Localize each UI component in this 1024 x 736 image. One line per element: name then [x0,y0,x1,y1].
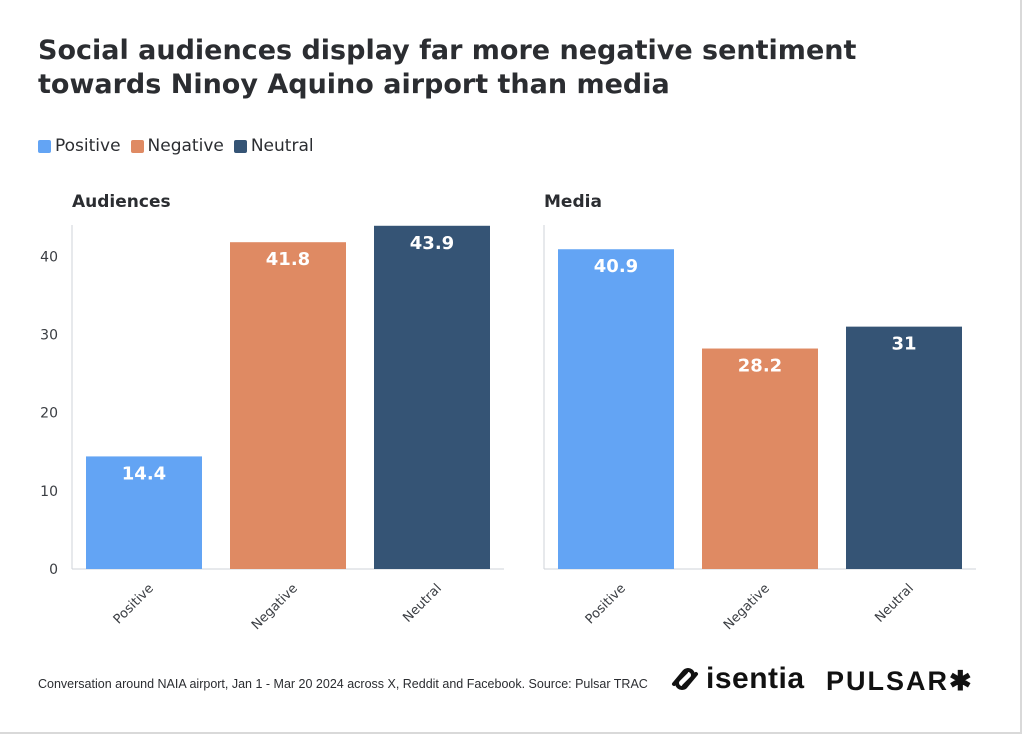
x-tick-label: Negative [721,581,773,633]
legend-item-negative: Negative [130,136,224,156]
isentia-logo-text: isentia [706,662,805,695]
data-label: 43.9 [410,233,454,254]
y-tick-label: 40 [40,249,58,265]
x-tick-label: Positive [583,581,629,627]
pulsar-logo: PULSAR✱ [826,666,974,696]
data-label: 31 [891,334,916,355]
panel-title-0: Audiences [72,192,171,212]
legend-item-positive: Positive [38,136,121,156]
isentia-logo-mark-icon [672,668,698,690]
x-tick-label: Neutral [400,581,445,626]
legend-swatch-negative [130,139,144,153]
chart-title: Social audiences display far more negati… [38,35,857,100]
bar-chart: Audiences 0 10 20 30 40 14.4 Positive 41.8 Negati… [40,192,976,633]
isentia-logo: isentia [668,662,805,696]
y-tick-label: 0 [49,562,58,578]
y-tick-label: 10 [40,484,58,500]
legend: Positive Negative Neutral [38,136,314,156]
legend-swatch-positive [38,139,51,153]
legend-label-neutral: Neutral [250,136,314,156]
data-label: 41.8 [266,249,310,270]
data-label: 40.9 [594,256,638,277]
bar-positive [558,249,674,569]
bar-neutral [846,326,962,569]
y-tick-label: 30 [40,327,58,343]
source-note: Conversation around NAIA airport, Jan 1 … [38,677,648,691]
legend-item-neutral: Neutral [233,136,314,156]
legend-label-negative: Negative [147,136,224,156]
bar-negative [702,348,818,569]
x-tick-label: Positive [111,581,157,627]
x-tick-label: Neutral [872,581,917,626]
x-tick-label: Negative [249,581,301,633]
data-label: 14.4 [122,463,166,484]
bar-negative [230,242,346,569]
data-label: 28.2 [738,356,782,377]
bar-neutral [374,225,490,570]
legend-label-positive: Positive [55,136,121,156]
legend-swatch-neutral [233,139,247,153]
y-tick-label: 20 [40,406,58,422]
bar-positive [86,456,202,569]
panel-title-1: Media [544,192,602,212]
